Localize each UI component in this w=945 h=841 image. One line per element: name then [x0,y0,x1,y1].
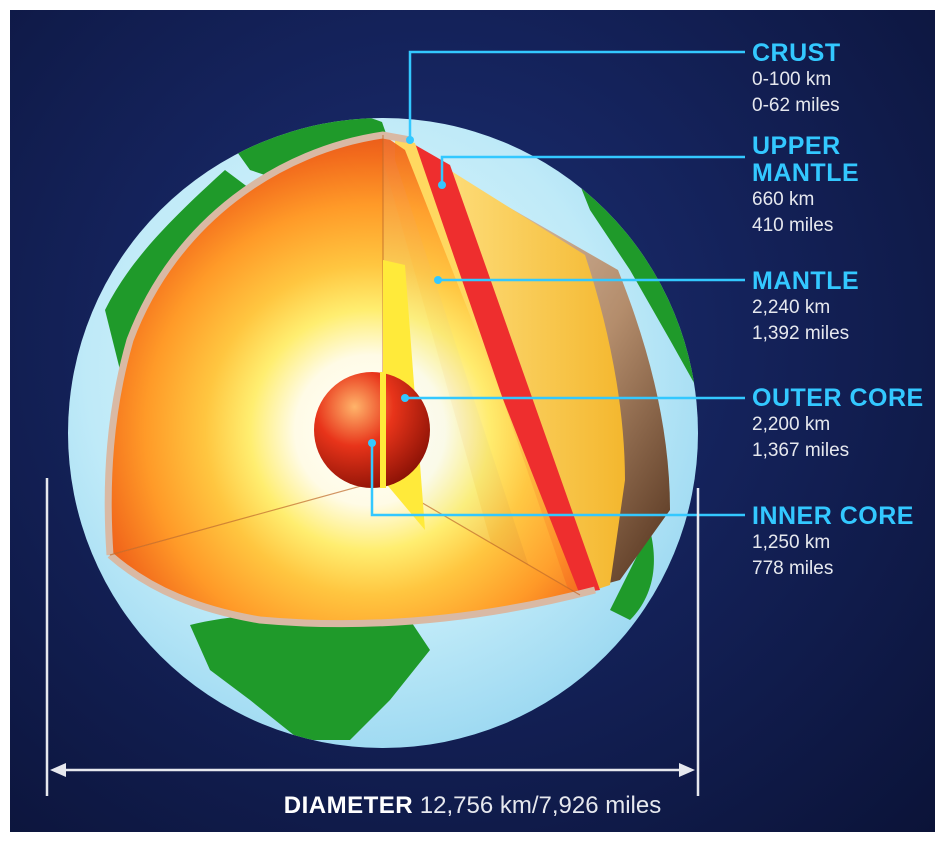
upper-mantle-km: 660 km [752,189,815,210]
upper-mantle-name: UPPER MANTLE [752,132,860,187]
inner-core-leader-line [370,443,745,517]
outer-core-name: OUTER CORE [752,384,924,412]
crust-km: 0-100 km [752,69,832,90]
mantle-miles: 1,392 miles [752,323,850,344]
inner-core-miles: 778 miles [752,558,834,579]
leader-lines [370,50,745,517]
mantle-name: MANTLE [752,267,860,295]
crust-miles: 0-62 miles [752,95,840,116]
crust-leader-line [408,50,745,140]
outer-core-km: 2,200 km [752,414,831,435]
mantle-km: 2,240 km [752,297,831,318]
inner-core-label: INNER CORE 1,250 km 778 miles [752,503,914,582]
diameter-caption: DIAMETER 12,756 km/7,926 miles [10,792,935,820]
upper-mantle-band [410,142,600,595]
diameter-measure-line [45,478,700,796]
diameter-label: DIAMETER [283,792,414,819]
inner-core-name: INNER CORE [752,502,914,530]
outer-core-label: OUTER CORE 2,200 km 1,367 miles [752,385,924,464]
diameter-value: 12,756 km/7,926 miles [419,792,662,819]
crust-name: CRUST [752,39,841,67]
mantle-right-face [383,135,580,595]
mantle-label: MANTLE 2,240 km 1,392 miles [752,268,859,347]
crust-rim [104,131,411,556]
upper-mantle-leader-line [440,155,745,185]
outer-core-miles: 1,367 miles [752,440,850,461]
upper-mantle-miles: 410 miles [752,215,834,236]
mantle-left-face [108,135,384,555]
leader-dots [368,136,446,447]
crust-label: CRUST 0-100 km 0-62 miles [752,40,841,119]
earth-cross-section-illustration [45,50,745,796]
mantle-bottom-face [110,480,580,624]
diagram-frame: CRUST 0-100 km 0-62 miles UPPER MANTLE 6… [10,10,935,832]
crust-rim-bottom [107,552,596,628]
inner-core-sphere [314,372,430,488]
inner-core-km: 1,250 km [752,532,831,553]
upper-mantle-label: UPPER MANTLE 660 km 410 miles [752,133,859,239]
